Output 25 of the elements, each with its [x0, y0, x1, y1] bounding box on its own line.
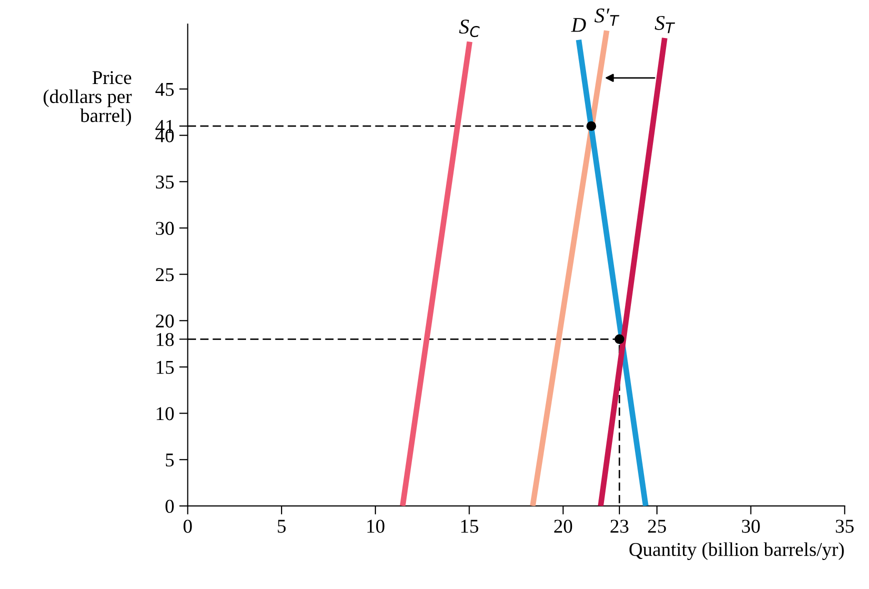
series-label: D [570, 18, 586, 32]
x-tick-label: 0 [184, 520, 192, 533]
y-axis-title: Price (dollars per barrel) [44, 71, 132, 126]
y-tick-label: 45 [155, 82, 174, 96]
y-tick-label: 15 [156, 360, 174, 374]
y-tick-label: 5 [166, 454, 174, 467]
x-axis-title: Quantity (billion barrels/yr) [629, 542, 844, 560]
y-tick-label: 25 [156, 268, 174, 282]
x-tick-label: 10 [367, 520, 384, 533]
x-tick-label: 35 [836, 520, 854, 533]
series-label: S$_{C}$ [459, 20, 480, 38]
x-tick-label: 23 [610, 520, 628, 533]
x-tick-label: 20 [554, 520, 572, 533]
x-tick-label: 15 [461, 520, 478, 533]
y-tick-label: 10 [156, 407, 174, 420]
y-tick-label: 35 [156, 176, 174, 189]
y-tick-label: 0 [166, 500, 174, 513]
x-tick-label: 5 [278, 520, 286, 533]
x-tick-label: 30 [742, 520, 760, 533]
y-tick-label: 18 [156, 332, 174, 346]
y-tick-label: 20 [156, 314, 174, 328]
x-tick-label: 25 [648, 520, 666, 533]
series-label: S$_{T}$ [654, 16, 676, 34]
y-tick-label: 30 [156, 222, 174, 235]
series-label: S′$_{T}$ [594, 8, 620, 26]
